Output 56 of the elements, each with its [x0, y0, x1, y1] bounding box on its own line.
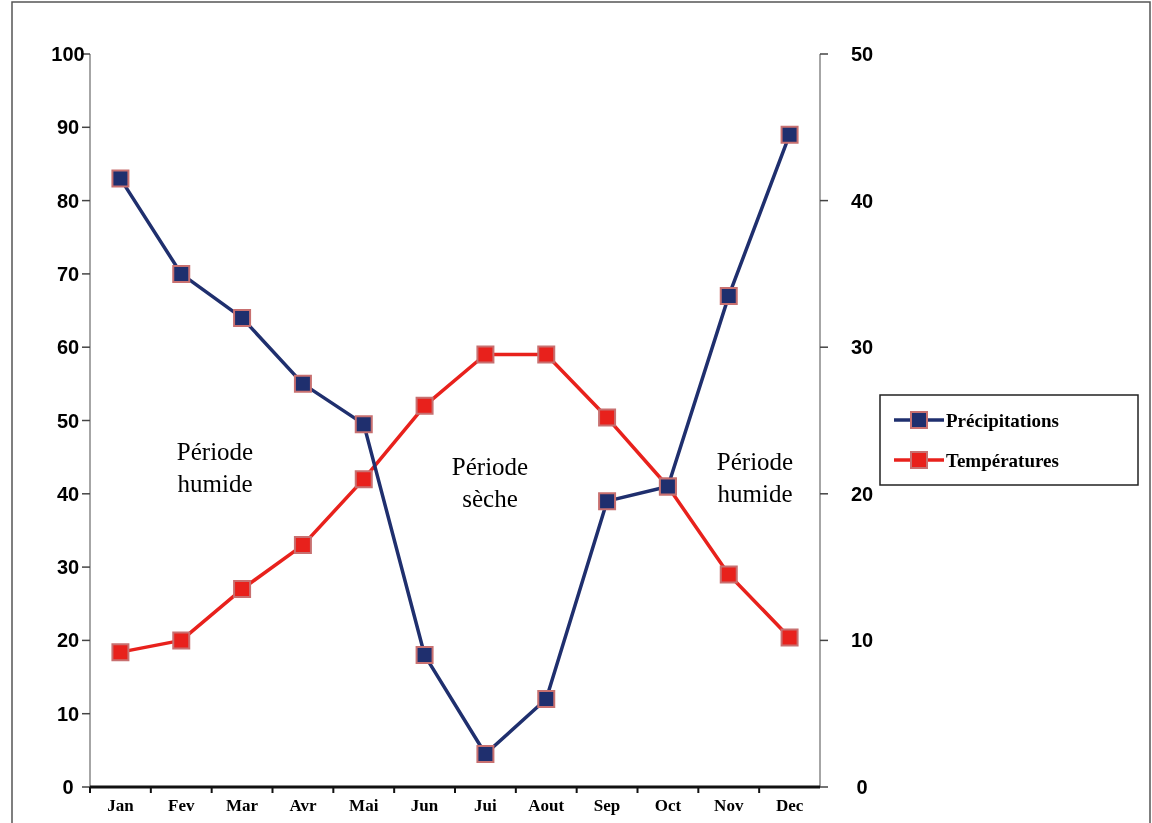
x-tick-label: Fev: [168, 796, 195, 815]
point: [598, 492, 617, 511]
point: [719, 286, 738, 305]
annotation: Période humide: [176, 438, 254, 497]
y2-tick-label: 0: [856, 776, 868, 798]
y2-tick-label: 20: [850, 482, 874, 505]
y-tick-label: 40: [56, 482, 80, 505]
point: [111, 643, 130, 662]
y-tick-label: 50: [56, 409, 80, 432]
x-tick-label: Jun: [410, 796, 439, 815]
y-tick-label: 90: [56, 116, 80, 139]
x-tick-label: Aout: [528, 796, 565, 815]
point: [476, 345, 495, 364]
x-tick-label: Mar: [226, 796, 259, 815]
x-tick-label: Jui: [474, 796, 498, 815]
x-tick-label: Oct: [654, 796, 682, 815]
annotation: Période sèche: [451, 453, 529, 512]
x-tick-label: Jan: [107, 796, 135, 815]
y2-tick-label: 10: [850, 629, 874, 652]
point: [233, 308, 252, 327]
point: [172, 264, 191, 283]
y-tick-label: 60: [56, 336, 80, 359]
point: [293, 536, 312, 555]
point: [233, 580, 252, 599]
annotation: Période humide: [716, 448, 794, 507]
point: [780, 628, 799, 647]
y2-tick-label: 40: [850, 189, 874, 212]
y-tick-label: 10: [56, 702, 80, 725]
y-tick-label: 70: [56, 262, 80, 285]
x-tick-label: Nov: [714, 796, 744, 815]
x-tick-label: Avr: [289, 796, 317, 815]
point: [719, 565, 738, 584]
point: [172, 631, 191, 650]
point: [354, 470, 373, 489]
y-tick-label: 100: [51, 43, 85, 65]
y-tick-label: 0: [62, 776, 74, 798]
point: [354, 415, 373, 434]
point: [111, 169, 130, 188]
point: [415, 646, 434, 665]
point: [598, 408, 617, 427]
x-tick-label: Sep: [593, 796, 621, 815]
legend-label: Températures: [946, 450, 1059, 471]
y2-tick-label: 30: [850, 336, 874, 359]
y-tick-label: 80: [56, 189, 80, 212]
legend-label: Précipitations: [946, 410, 1059, 431]
y-tick-label: 30: [56, 556, 80, 579]
y-tick-label: 20: [56, 629, 80, 652]
point: [537, 690, 556, 709]
point: [537, 345, 556, 364]
x-tick-label: Mai: [349, 796, 379, 815]
point: [293, 374, 312, 393]
point: [415, 396, 434, 415]
point: [780, 125, 799, 144]
y2-tick-label: 50: [850, 43, 874, 65]
x-tick-label: Dec: [775, 796, 804, 815]
point: [476, 745, 495, 764]
